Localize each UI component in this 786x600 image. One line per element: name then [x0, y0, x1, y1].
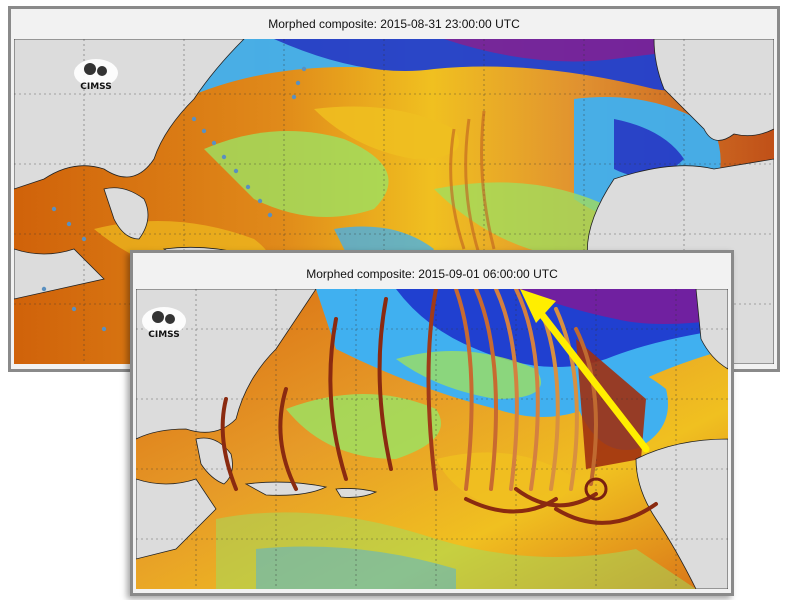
storm-arc-1	[220, 397, 238, 491]
storm-arc-12	[574, 327, 598, 486]
yellow-arrow	[520, 289, 650, 453]
logo-text: CIMSS	[80, 82, 111, 92]
storm-arc-9	[514, 289, 540, 491]
storm-center	[584, 477, 608, 501]
storm-arc-6	[454, 289, 474, 491]
front-panel-title: Morphed composite: 2015-09-01 06:00:00 U…	[306, 267, 558, 281]
cimss-logo: CIMSS	[142, 307, 186, 340]
storm-arc-2	[278, 387, 298, 491]
front-composite-panel: Morphed composite: 2015-09-01 06:00:00 U…	[130, 250, 734, 596]
storm-arc-5	[426, 289, 438, 491]
storm-arcs	[220, 289, 658, 525]
storm-arc-15	[554, 502, 658, 525]
storm-track-dots	[41, 66, 307, 332]
logo-text: CIMSS	[148, 330, 179, 340]
storm-arc-8	[494, 289, 519, 491]
cimss-logo: CIMSS	[74, 59, 118, 92]
storm-arc-11	[554, 307, 579, 491]
back-panel-title: Morphed composite: 2015-08-31 23:00:00 U…	[268, 17, 520, 31]
front-composite-map: CIMSS	[136, 289, 728, 589]
storm-arc-7	[474, 289, 498, 491]
storm-arc-3	[328, 317, 348, 481]
storm-arc-4	[377, 297, 393, 471]
storm-ghost-arcs	[449, 110, 496, 255]
storm-arc-14	[514, 487, 598, 508]
